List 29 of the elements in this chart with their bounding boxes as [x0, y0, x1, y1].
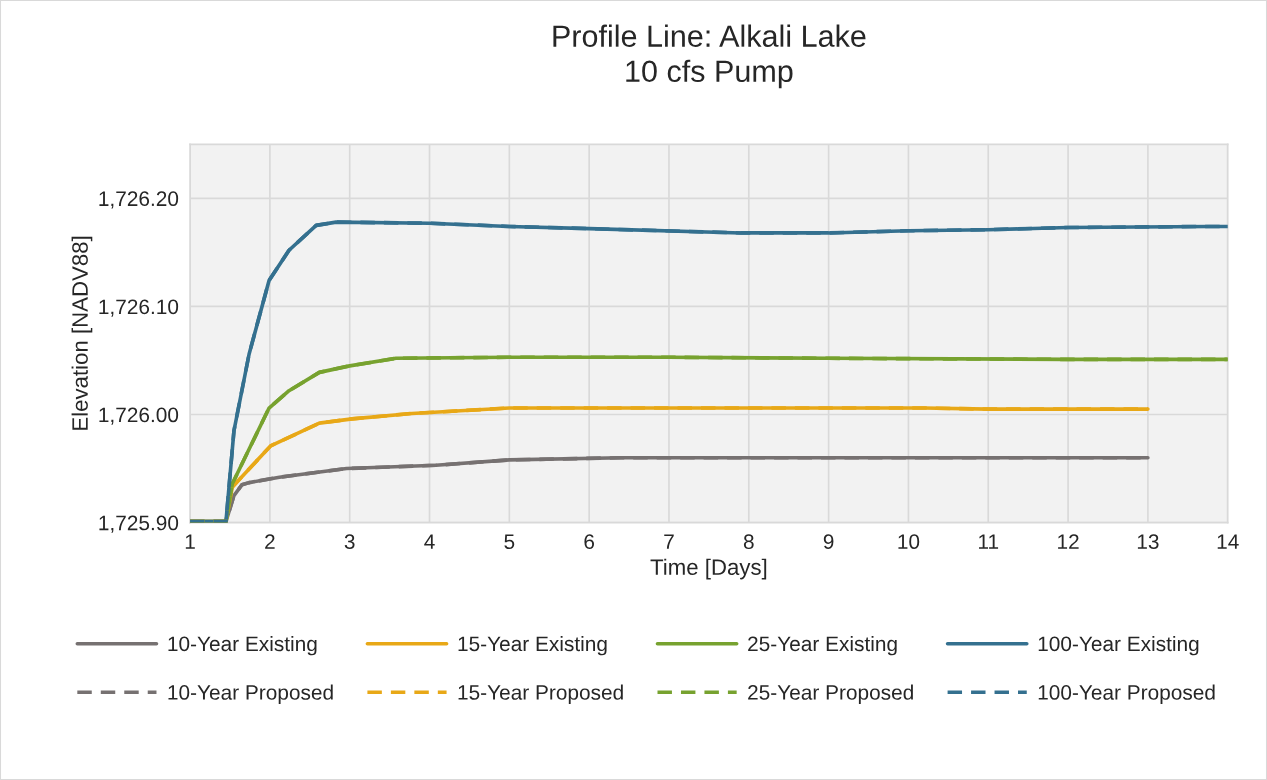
y-axis-title: Elevation [NADV88]: [71, 236, 93, 430]
x-tick-label: 2: [265, 534, 275, 549]
legend-label: 10-Year Proposed: [168, 684, 333, 704]
y-tick-label: 1,726.10: [99, 299, 179, 317]
x-tick-label: 3: [344, 534, 355, 550]
legend-label: 25-Year Proposed: [748, 684, 913, 704]
x-tick-label: 13: [1137, 534, 1159, 550]
y-tick-label: 1,725.90: [99, 515, 179, 533]
x-tick-label: 7: [664, 534, 674, 549]
legend-label: 100-Year Proposed: [1038, 684, 1215, 704]
x-axis-title: Time [Days]: [650, 558, 767, 580]
x-tick-label: 6: [584, 534, 595, 550]
y-tick-label: 1,726.20: [99, 191, 179, 209]
legend-label: 100-Year Existing: [1038, 635, 1199, 656]
legend-label: 15-Year Proposed: [458, 684, 623, 704]
x-tick-label: 12: [1058, 534, 1079, 549]
x-tick-label: 11: [979, 534, 999, 549]
chart-title: Profile Line: Alkali Lake 10 cfs Pump: [553, 24, 866, 89]
x-tick-label: 8: [743, 534, 754, 550]
legend-label: 25-Year Existing: [748, 635, 897, 656]
x-tick-label: 9: [823, 534, 834, 550]
x-tick-label: 14: [1217, 534, 1239, 549]
x-tick-label: 10: [898, 534, 920, 550]
x-tick-label: 4: [424, 534, 435, 549]
legend-label: 10-Year Existing: [168, 635, 317, 656]
x-tick-label: 5: [504, 534, 515, 550]
x-tick-label: 1: [185, 534, 195, 549]
legend-label: 15-Year Existing: [458, 635, 607, 656]
y-tick-label: 1,726.00: [99, 407, 179, 425]
